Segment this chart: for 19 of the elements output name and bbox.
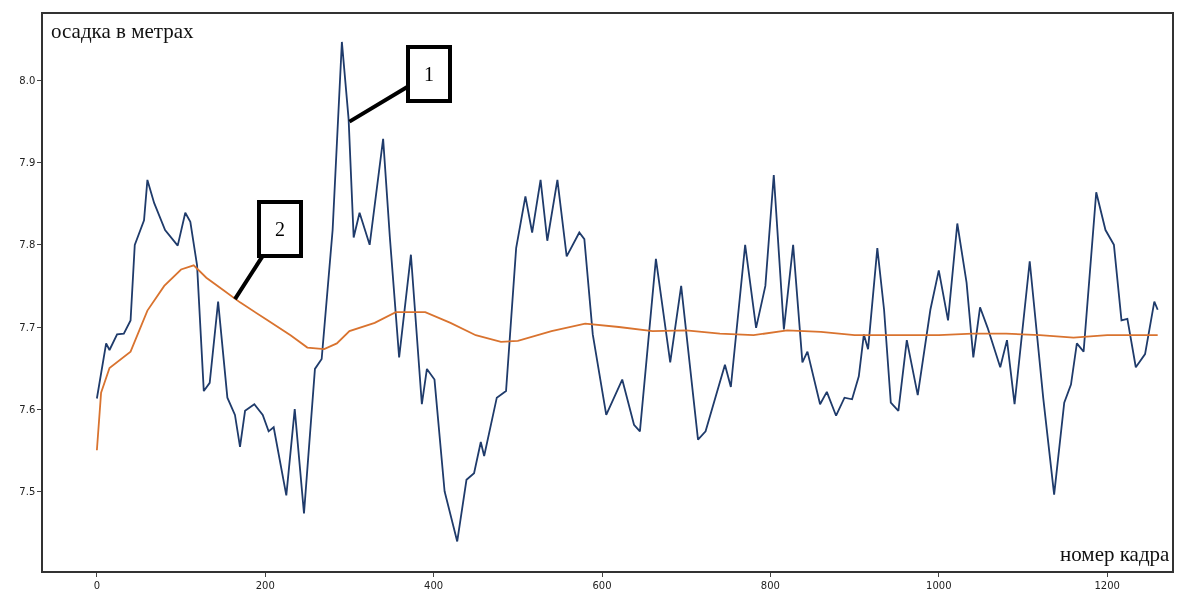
annotation: 1 xyxy=(424,63,434,85)
annotation: 2 xyxy=(275,218,285,240)
y-tick-label: 8.0 xyxy=(19,75,36,87)
y-tick-label: 7.8 xyxy=(19,239,36,251)
y-tick-label: 7.9 xyxy=(19,157,36,169)
y-tick-label: 7.6 xyxy=(19,403,36,415)
y-tick-label: 7.7 xyxy=(19,321,36,333)
x-tick-label: 0 xyxy=(93,579,101,591)
line-series xyxy=(95,264,1159,452)
y-axis-title: осадка в метрах xyxy=(51,19,195,43)
x-tick-label: 800 xyxy=(760,579,780,591)
y-tick-label: 7.5 xyxy=(19,485,36,497)
x-tick-label: 600 xyxy=(592,579,612,591)
x-tick-label: 1200 xyxy=(1094,579,1120,591)
x-tick-label: 200 xyxy=(255,579,275,591)
x-tick-label: 400 xyxy=(424,579,444,591)
line-series xyxy=(95,41,1159,543)
x-axis-title: номер кадра xyxy=(1060,542,1171,566)
x-tick-label: 1000 xyxy=(926,579,952,591)
